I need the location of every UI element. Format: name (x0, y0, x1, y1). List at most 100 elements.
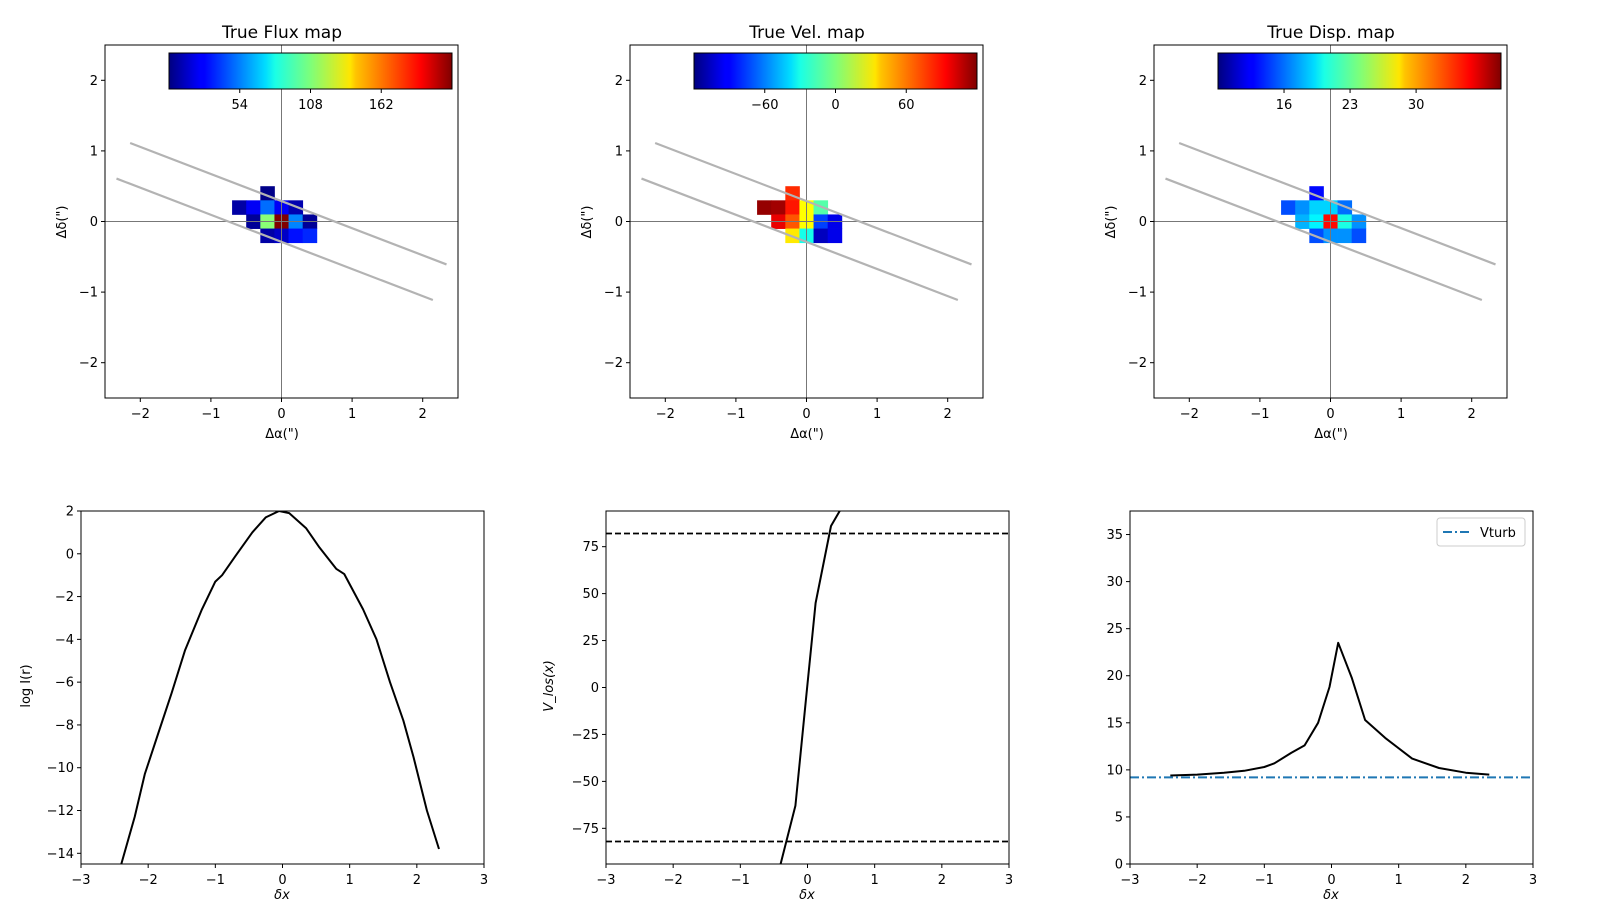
flux-map-colorbar-tick-label: 108 (298, 98, 323, 113)
dispersion-profile-ytick-label: 35 (1106, 528, 1123, 543)
intensity-profile-xtick-label: −2 (139, 873, 158, 888)
intensity-profile-panel: −3 −2 −1 0 1 2 3−14−12−10−8−6−4−202 δx log I(r… (19, 505, 488, 900)
intensity-profile-ytick-label: −8 (55, 718, 74, 733)
flux-map-colorbar (168, 52, 453, 90)
velocity-map-xtick-label: −1 (726, 407, 745, 422)
dispersion-map-pixel (1281, 200, 1296, 215)
dispersion-profile-ytick-label: 5 (1115, 810, 1123, 825)
velocity-map-slit-lower-edge (641, 177, 959, 302)
velocity-map-frame (629, 44, 984, 399)
dispersion-map-pixel (1337, 228, 1353, 244)
flux-map-ytick-label: −2 (79, 356, 98, 371)
dispersion-map-colorbar-tick-label: 16 (1276, 98, 1293, 113)
intensity-profile-ytick-label: −6 (55, 676, 74, 691)
dispersion-map-ytick-label: 1 (1139, 144, 1147, 159)
dispersion-profile-ytick-label: 20 (1106, 669, 1123, 684)
dispersion-map-xtick-label: −1 (1250, 407, 1269, 422)
velocity-profile-xtick-label: 0 (803, 873, 811, 888)
velocity-profile-xtick-label: −1 (731, 873, 750, 888)
dispersion-map-ytick-label: −2 (1128, 356, 1147, 371)
velocity-profile-xtick-label: 1 (871, 873, 879, 888)
flux-map-xtick-label: 0 (277, 407, 285, 422)
flux-map-xtick-label: −1 (201, 407, 220, 422)
dispersion-profile-xtick-label: 3 (1529, 873, 1537, 888)
flux-map-slit-upper-edge (129, 141, 447, 266)
dispersion-map-xtick-label: −2 (1180, 407, 1199, 422)
dispersion-map-pixel (1309, 200, 1324, 215)
flux-map-frame (104, 44, 459, 399)
velocity-map-ylabel: Δδ(") (580, 206, 595, 239)
dispersion-map-pixel (1295, 200, 1310, 215)
intensity-profile-ytick-label: −2 (55, 590, 74, 605)
velocity-map-ytick-label: −2 (604, 356, 623, 371)
intensity-profile-ytick-label: −4 (55, 633, 74, 648)
velocity-profile-ylabel: V_los(x) (542, 660, 557, 712)
velocity-map-colorbar (693, 52, 978, 90)
velocity-map-xtick-label: 2 (944, 407, 952, 422)
dispersion-profile-xtick-label: −1 (1255, 873, 1274, 888)
dispersion-map-xlabel: Δα(") (1314, 427, 1348, 442)
velocity-map-ytick-label: 1 (615, 144, 623, 159)
dispersion-map-colorbar (1217, 52, 1502, 90)
intensity-profile-ytick-label: −14 (47, 847, 74, 862)
dispersion-map-slit-upper-edge (1178, 141, 1496, 266)
velocity-profile-ytick-label: 0 (591, 681, 599, 696)
intensity-profile-xtick-label: −1 (206, 873, 225, 888)
velocity-map-ytick-label: 2 (615, 74, 623, 89)
velocity-map-ytick-label: 0 (615, 215, 623, 230)
intensity-profile-ylabel: log I(r) (19, 664, 34, 707)
dispersion-map-xtick-label: 1 (1397, 407, 1405, 422)
intensity-profile-xtick-label: 1 (346, 873, 354, 888)
flux-map-xtick-label: 2 (419, 407, 427, 422)
flux-map-ylabel: Δδ(") (55, 206, 70, 239)
dispersion-profile-xtick-label: 0 (1327, 873, 1335, 888)
velocity-map-plot: −2 −1 0 1 2 −2 −1 0 1 2 −60 0 60 (604, 44, 984, 422)
flux-map-plot: −2 −1 0 1 2 −2 −1 0 1 2 54 108 162 (79, 44, 459, 422)
dispersion-profile-legend-box (1436, 517, 1526, 547)
dispersion-profile-ytick-label: 30 (1106, 575, 1123, 590)
velocity-map-title: True Vel. map (748, 23, 865, 43)
intensity-profile-frame (80, 510, 485, 865)
dispersion-map-ytick-label: 0 (1139, 215, 1147, 230)
dispersion-profile-xtick-label: 1 (1395, 873, 1403, 888)
flux-map-pixel (288, 228, 304, 244)
flux-map-ytick-label: −1 (79, 286, 98, 301)
flux-map-ytick-label: 1 (90, 144, 98, 159)
flux-map-pixel (232, 200, 247, 215)
velocity-profile-ytick-label: −75 (572, 822, 599, 837)
velocity-map-colorbar-tick-label: −60 (751, 98, 778, 113)
velocity-profile-ytick-label: −25 (572, 728, 599, 743)
intensity-profile-ytick-label: 2 (66, 505, 74, 520)
dispersion-profile-ytick-label: 0 (1115, 858, 1123, 873)
velocity-profile-panel: −3 −2 −1 0 1 2 3 −75 −50 −25 0 25 50 75 δx V_los(x) (542, 510, 1013, 900)
flux-map-pixel (260, 200, 275, 215)
dispersion-map-pixel (1351, 228, 1367, 244)
flux-map-colorbar-tick-label: 162 (369, 98, 394, 113)
velocity-map-colorbar-tick-label: 0 (831, 98, 839, 113)
flux-map-slit-lower-edge (116, 177, 434, 302)
velocity-map-slit-upper-edge (654, 141, 972, 266)
dispersion-profile-frame (1129, 510, 1534, 865)
dispersion-map-colorbar-tick-label: 30 (1408, 98, 1425, 113)
velocity-map-panel: −2 −1 0 1 2 −2 −1 0 1 2 −60 0 60 True Vel. map Δα(")… (580, 23, 984, 442)
velocity-profile-ytick-label: 75 (582, 540, 599, 555)
velocity-map-pixel (771, 200, 786, 215)
velocity-profile-xtick-label: −3 (596, 873, 615, 888)
velocity-profile-xtick-label: 2 (938, 873, 946, 888)
flux-map-pixel (246, 200, 261, 215)
velocity-map-pixel (813, 228, 829, 244)
velocity-map-ytick-label: −1 (604, 286, 623, 301)
dispersion-map-ylabel: Δδ(") (1104, 206, 1119, 239)
dispersion-map-ytick-label: 2 (1139, 74, 1147, 89)
dispersion-profile-series-line (1170, 641, 1490, 777)
velocity-profile-series-line (779, 511, 841, 864)
intensity-profile-plot: −3 −2 −1 0 1 2 3−14−12−10−8−6−4−202 (47, 505, 489, 889)
velocity-profile-xlabel: δx (799, 888, 815, 900)
intensity-profile-xtick-label: 3 (480, 873, 488, 888)
velocity-map-xtick-label: 0 (802, 407, 810, 422)
flux-map-title: True Flux map (221, 23, 342, 43)
dispersion-profile-ytick-label: 10 (1106, 763, 1123, 778)
velocity-profile-frame (605, 510, 1010, 865)
